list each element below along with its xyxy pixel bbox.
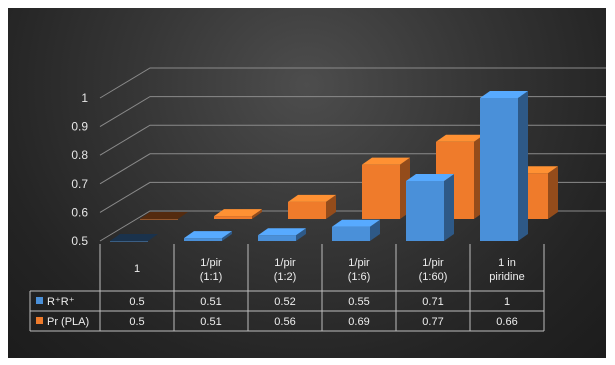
bar-side bbox=[444, 173, 454, 241]
table-value: 0.77 bbox=[422, 316, 443, 328]
category-label: 1/pir bbox=[274, 257, 296, 269]
bar-pr-pla bbox=[140, 212, 188, 220]
bar-front bbox=[110, 241, 148, 242]
y-tick-label: 1 bbox=[81, 91, 88, 105]
bar-front bbox=[184, 238, 222, 241]
bar-top bbox=[140, 212, 188, 219]
bar-side bbox=[222, 231, 232, 241]
category-label: (1:6) bbox=[348, 271, 371, 283]
category-label: (1:60) bbox=[419, 271, 448, 283]
legend-key bbox=[36, 317, 43, 324]
bar-side bbox=[370, 219, 380, 241]
bar-top bbox=[184, 231, 232, 239]
bar-pr-pla bbox=[288, 194, 336, 219]
y-axis-ticks: 0.5 0.6 0.7 0.8 0.9 1 bbox=[71, 91, 88, 248]
table-value: 0.56 bbox=[274, 316, 295, 328]
bar-rr bbox=[258, 228, 306, 241]
category-label: 1/pir bbox=[348, 257, 370, 269]
y-tick-label: 0.9 bbox=[71, 120, 88, 134]
bar-top bbox=[258, 228, 306, 236]
category-label: 1 in bbox=[498, 257, 516, 269]
bar-top bbox=[332, 219, 380, 227]
table-value: 1 bbox=[504, 296, 510, 308]
category-label: piridine bbox=[489, 271, 524, 283]
table-value: 0.69 bbox=[348, 316, 369, 328]
category-label: 1 bbox=[134, 263, 140, 275]
bar-front bbox=[288, 201, 326, 219]
gridline bbox=[99, 124, 606, 156]
category-label: 1/pir bbox=[422, 257, 444, 269]
gridline bbox=[99, 67, 606, 99]
bar-rr bbox=[332, 219, 380, 241]
table-value: 0.71 bbox=[422, 296, 443, 308]
bar-top bbox=[362, 157, 410, 165]
y-tick-label: 0.7 bbox=[71, 177, 88, 191]
bar-side bbox=[252, 209, 262, 219]
table-value: 0.5 bbox=[129, 296, 144, 308]
table-value: 0.52 bbox=[274, 296, 295, 308]
table-value: 0.5 bbox=[129, 316, 144, 328]
bar-side bbox=[518, 91, 528, 241]
y-tick-label: 0.6 bbox=[71, 205, 88, 219]
bar-side bbox=[548, 166, 558, 219]
category-label: 1/pir bbox=[200, 257, 222, 269]
bar-front bbox=[140, 219, 178, 220]
bar-pr-pla bbox=[362, 157, 410, 219]
bar-rr bbox=[184, 231, 232, 241]
category-label: (1:1) bbox=[200, 271, 223, 283]
table-value: 0.66 bbox=[496, 316, 517, 328]
y-tick-label: 0.8 bbox=[71, 148, 88, 162]
bar-front bbox=[258, 235, 296, 241]
bar-top bbox=[406, 173, 454, 181]
bar-pr-pla bbox=[214, 209, 262, 219]
table-value: 0.51 bbox=[200, 296, 221, 308]
bar-rr bbox=[406, 173, 454, 241]
bar-front bbox=[480, 98, 518, 241]
bar-top bbox=[436, 134, 484, 142]
bar-top bbox=[480, 91, 528, 98]
bar-front bbox=[406, 180, 444, 241]
bars bbox=[110, 91, 558, 242]
y-tick-label: 0.5 bbox=[71, 234, 88, 248]
data-table: 1 1/pir (1:1) 1/pir (1:2) 1/pir (1:6) 1/pir (1:6… bbox=[29, 244, 545, 332]
gridline bbox=[99, 96, 606, 128]
bar-top bbox=[214, 209, 262, 217]
bar-rr bbox=[480, 91, 528, 241]
table-value: 0.55 bbox=[348, 296, 369, 308]
bar-front bbox=[332, 226, 370, 241]
table-value: 0.51 bbox=[200, 316, 221, 328]
bar-front bbox=[214, 216, 252, 219]
bar-top bbox=[288, 194, 336, 202]
legend-rr: R⁺R⁺ bbox=[47, 296, 75, 308]
chart-panel: 0.5 0.6 0.7 0.8 0.9 1 1 1/pir (1:1) 1/pir (1:2) 1/… bbox=[8, 8, 606, 358]
bar-side bbox=[296, 228, 306, 241]
chart-svg: 0.5 0.6 0.7 0.8 0.9 1 1 1/pir (1:1) 1/pir (1:2) 1/… bbox=[29, 67, 606, 332]
legend-key bbox=[36, 297, 43, 304]
legend-pr-pla: Pr (PLA) bbox=[47, 316, 89, 328]
bar-rr bbox=[110, 234, 158, 242]
bar-side bbox=[326, 194, 336, 219]
bar-top bbox=[110, 234, 158, 241]
category-label: (1:2) bbox=[274, 271, 297, 283]
bar-front bbox=[362, 164, 400, 219]
